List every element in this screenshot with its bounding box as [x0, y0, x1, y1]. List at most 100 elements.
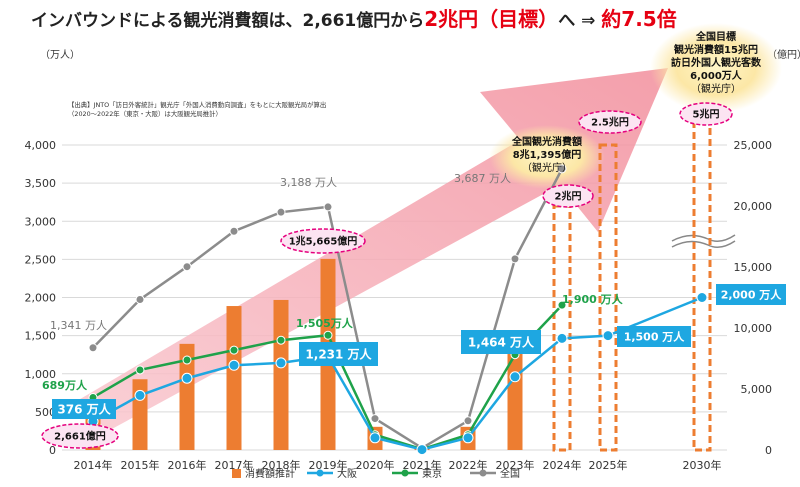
- x-tick-label: 2018年: [262, 458, 301, 472]
- x-tick-label: 2023年: [496, 458, 535, 472]
- y-right-tick-label: 25,000: [734, 139, 773, 152]
- point-全国: [229, 226, 239, 236]
- glow-national: [489, 125, 605, 189]
- source-note-line1: 【出典】JNTO「訪日外客統計」観光庁「外国人消費動向調査」をもとに大阪観光局が…: [68, 100, 326, 109]
- point-大阪: [462, 432, 474, 444]
- bar-2015年: [132, 379, 148, 450]
- label-zenkoku-2024: 3,687 万人: [454, 172, 511, 185]
- x-tick-label: 2025年: [589, 458, 628, 472]
- legend: 消費額推計 大阪 東京 全国: [232, 467, 520, 480]
- label-osaka-2025: 1,500 万人: [624, 329, 686, 343]
- label-national-1: 全国観光消費額: [511, 135, 582, 148]
- point-東京: [135, 365, 145, 375]
- grid: [62, 144, 736, 451]
- title-part3: へ ⇒: [558, 11, 601, 31]
- x-tick-label: 2015年: [121, 458, 160, 472]
- legend-label-大阪: 大阪: [337, 467, 357, 480]
- target-bar-2025年: [598, 143, 618, 452]
- point-東京: [276, 335, 286, 345]
- point-大阪: [228, 359, 240, 371]
- label-target-2030-pill: [679, 102, 733, 126]
- x-tick-label: 2021年: [403, 458, 442, 472]
- point-全国: [510, 254, 520, 264]
- x-tick-label: 2014年: [74, 458, 113, 472]
- point-全国: [557, 164, 567, 174]
- chart-title: インバウンドによる観光消費額は、2,661億円から2兆円（目標）へ ⇒ 約7.5…: [31, 7, 677, 31]
- label-osaka-2030-box: [716, 284, 786, 305]
- legend-marker-全国: [479, 469, 487, 477]
- ticks-layer: 0 500 1,000 1,500 2,000 2,500 3,000 3,500 4,000 0…: [25, 139, 773, 472]
- label-osaka-2014: 376 万人: [57, 401, 111, 416]
- point-大阪: [181, 372, 193, 384]
- label-target-2: 観光消費額15兆円: [674, 43, 758, 56]
- source-note-line2: （2020～2022年（東京・大阪）は大阪観光局推計）: [68, 109, 222, 118]
- point-大阪: [509, 371, 521, 383]
- label-tokyo-2014: 689万人: [42, 378, 88, 392]
- y-right-tick-label: 15,000: [734, 261, 773, 274]
- label-osaka-2025-box: [617, 326, 691, 347]
- label-osaka-2030: 2,000 万人: [721, 287, 783, 301]
- y-right-tick-label: 20,000: [734, 200, 773, 213]
- point-東京: [323, 330, 333, 340]
- y-left-tick-label: 2,500: [25, 253, 57, 266]
- bar-2018年: [273, 299, 289, 450]
- legend-swatch-消費額推計: [232, 469, 241, 478]
- label-osaka-2019-box: [299, 342, 378, 366]
- point-大阪: [696, 292, 708, 303]
- label-target-2025-pill: [578, 110, 642, 134]
- y-right-tick-label: 10,000: [734, 322, 773, 335]
- label-tokyo-2024: 1,900 万人: [562, 292, 624, 306]
- label-zenkoku-2019: 3,188 万人: [280, 176, 337, 189]
- point-大阪: [369, 432, 381, 444]
- point-大阪: [556, 332, 568, 344]
- label-bar-2014: 2,661億円: [54, 430, 106, 443]
- title-part2: 2兆円（目標）: [424, 7, 558, 31]
- label-bar-2014-pill: [41, 423, 119, 449]
- labels-layer: 1,341 万人 3,188 万人 3,687 万人 689万人 1,505万人 1,90…: [41, 30, 786, 449]
- point-全国: [370, 414, 380, 424]
- legend-marker-東京: [401, 469, 409, 477]
- target-bar-2030年: [692, 120, 712, 452]
- legend-label-東京: 東京: [422, 467, 442, 480]
- label-osaka-2024: 1,464 万人: [468, 334, 535, 349]
- label-target-2024: 2兆円: [555, 190, 582, 203]
- y-left-tick-label: 1,500: [25, 330, 57, 343]
- point-大阪: [416, 444, 428, 456]
- legend-label-消費額推計: 消費額推計: [245, 467, 295, 480]
- x-tick-label: 2030年: [683, 458, 722, 472]
- point-東京: [229, 345, 239, 355]
- growth-arrow-layer: [70, 23, 782, 430]
- point-全国: [182, 262, 192, 272]
- legend-label-全国: 全国: [500, 467, 520, 480]
- label-target-2025: 2.5兆円: [591, 116, 629, 129]
- point-全国: [88, 343, 98, 353]
- point-全国: [463, 416, 473, 426]
- label-osaka-2014-box: [52, 399, 116, 419]
- axis-break-mark: [671, 234, 736, 242]
- y-left-tick-label: 2,000: [25, 292, 57, 305]
- label-bar-2019-pill: [280, 228, 366, 254]
- point-東京: [182, 355, 192, 365]
- label-osaka-2024-box: [461, 330, 541, 354]
- x-tick-label: 2019年: [309, 458, 348, 472]
- y-left-tick-label: 4,000: [25, 139, 57, 152]
- label-zenkoku-2014: 1,341 万人: [50, 319, 107, 332]
- x-tick-label: 2020年: [356, 458, 395, 472]
- y-right-tick-label: 5,000: [741, 383, 773, 396]
- y-left-label: （万人）: [40, 49, 80, 61]
- y-left-tick-label: 0: [49, 444, 56, 457]
- label-national-2: 8兆1,395億円: [513, 148, 582, 161]
- label-tokyo-2019: 1,505万人: [296, 316, 354, 330]
- point-大阪: [602, 330, 614, 342]
- y-right-tick-label: 0: [765, 444, 772, 457]
- target-bar-2024年: [552, 204, 572, 452]
- point-全国: [323, 202, 333, 212]
- x-tick-label: 2017年: [215, 458, 254, 472]
- x-tick-label: 2024年: [543, 458, 582, 472]
- x-tick-label: 2022年: [449, 458, 488, 472]
- glow-target: [650, 23, 782, 113]
- title-part4: 約7.5倍: [601, 7, 676, 31]
- bar-2016年: [179, 343, 195, 450]
- axis-break-mark: [671, 240, 736, 248]
